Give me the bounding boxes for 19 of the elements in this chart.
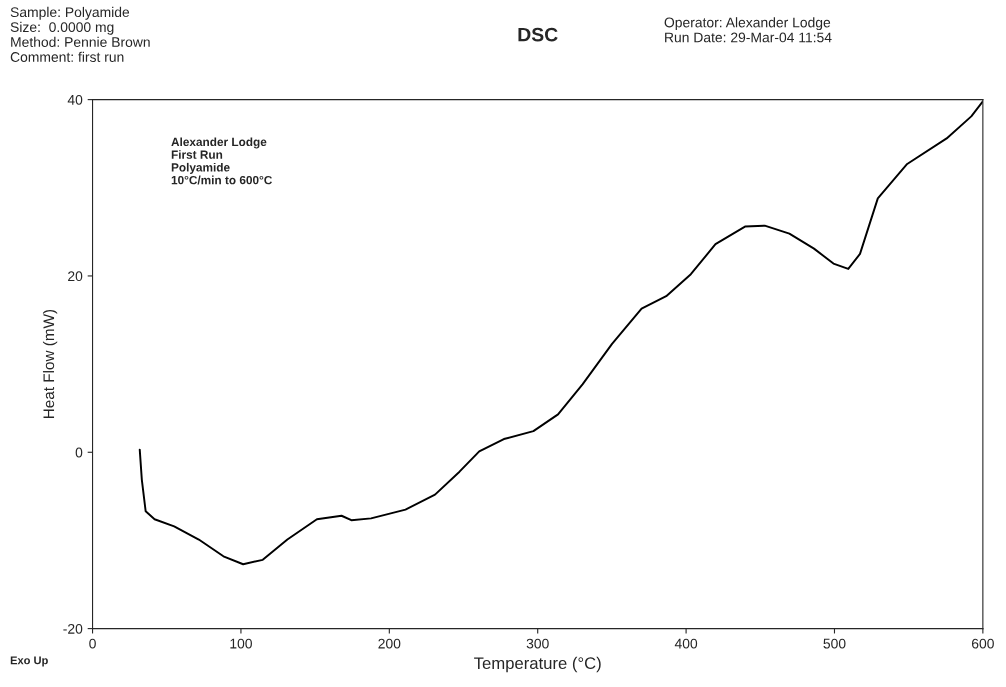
x-tick-label: 600 <box>971 638 994 649</box>
x-axis-title: Temperature (°C) <box>474 656 601 673</box>
annotation: Alexander Lodge First Run Polyamide 10°C/min to 600°C <box>171 137 272 185</box>
y-tick-label: 40 <box>67 94 83 105</box>
x-tick-label: 400 <box>674 638 698 649</box>
x-tick-label: 200 <box>378 638 401 649</box>
x-tick-label: 100 <box>230 638 252 649</box>
y-axis-title: Heat Flow (mW) <box>42 309 58 419</box>
x-tick-label: 0 <box>89 638 96 649</box>
text: Operator: Alexander Lodge Run Date: 29-Mar-04 11:54 <box>664 17 832 43</box>
text: Sample: Polyamide Size: 0.0000 mg Method: Pennie Brown Comment: first run <box>10 6 150 62</box>
y-tick-label: -20 <box>63 623 83 634</box>
line-series <box>138 100 983 566</box>
x-tick-label: 300 <box>526 638 549 649</box>
y-tick-label: 0 <box>75 447 83 458</box>
chart-title: DSC <box>518 27 558 42</box>
x-tick-label: 500 <box>823 638 846 649</box>
y-tick-label: 20 <box>68 271 83 282</box>
text: Exo Up <box>10 656 48 667</box>
